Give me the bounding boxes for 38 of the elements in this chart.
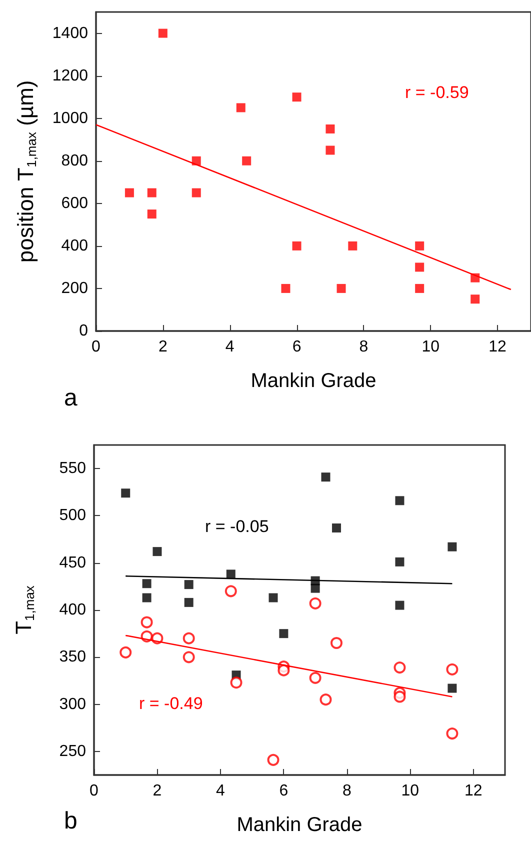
y-tick-label: 300 [59, 696, 86, 713]
x-tick-label: 2 [152, 782, 162, 800]
text: b [64, 808, 78, 834]
x-tick-label: 4 [216, 782, 226, 800]
x-tick-label: 0 [90, 782, 99, 800]
x-tick-label: 10 [422, 338, 440, 356]
y-axis-title: T1,max [11, 585, 37, 634]
y-tick-label: 1400 [52, 24, 88, 42]
y-tick-label: 1200 [52, 67, 88, 84]
y-tick-label: 0 [79, 322, 88, 340]
x-tick-label: 8 [359, 338, 368, 356]
x-axis-title: Mankin Grade [236, 814, 362, 836]
x-tick-label: 12 [488, 338, 507, 356]
y-tick-label: 400 [59, 602, 86, 618]
x-tick-label: 8 [342, 782, 352, 800]
y-tick-label: 600 [61, 194, 88, 212]
x-tick-label: 6 [292, 338, 302, 356]
x-tick-label: 4 [225, 338, 234, 356]
y-tick-label: 800 [61, 152, 88, 170]
y-tick-label: 250 [59, 742, 86, 760]
y-tick-label: 450 [59, 554, 86, 572]
y-tick-label: 1000 [52, 110, 88, 127]
x-tick-label: 10 [401, 782, 420, 800]
x-tick-label: 6 [279, 782, 288, 800]
x-tick-label: 12 [464, 782, 482, 800]
y-axis-title: position T1,max (µm) [13, 80, 39, 263]
x-tick-label: 2 [158, 338, 168, 356]
y-tick-label: 500 [59, 507, 86, 524]
y-tick-label: 400 [61, 237, 88, 254]
x-tick-label: 0 [92, 338, 101, 356]
annotation: r = -0.59 [405, 83, 469, 102]
text: a [64, 384, 78, 412]
annotation: r = -0.05 [205, 517, 269, 536]
y-tick-label: 550 [59, 460, 86, 478]
annotation: r = -0.49 [139, 694, 203, 713]
y-tick-label: 350 [59, 648, 86, 666]
y-tick-label: 200 [61, 280, 88, 297]
x-axis-title: Mankin Grade [250, 370, 376, 392]
